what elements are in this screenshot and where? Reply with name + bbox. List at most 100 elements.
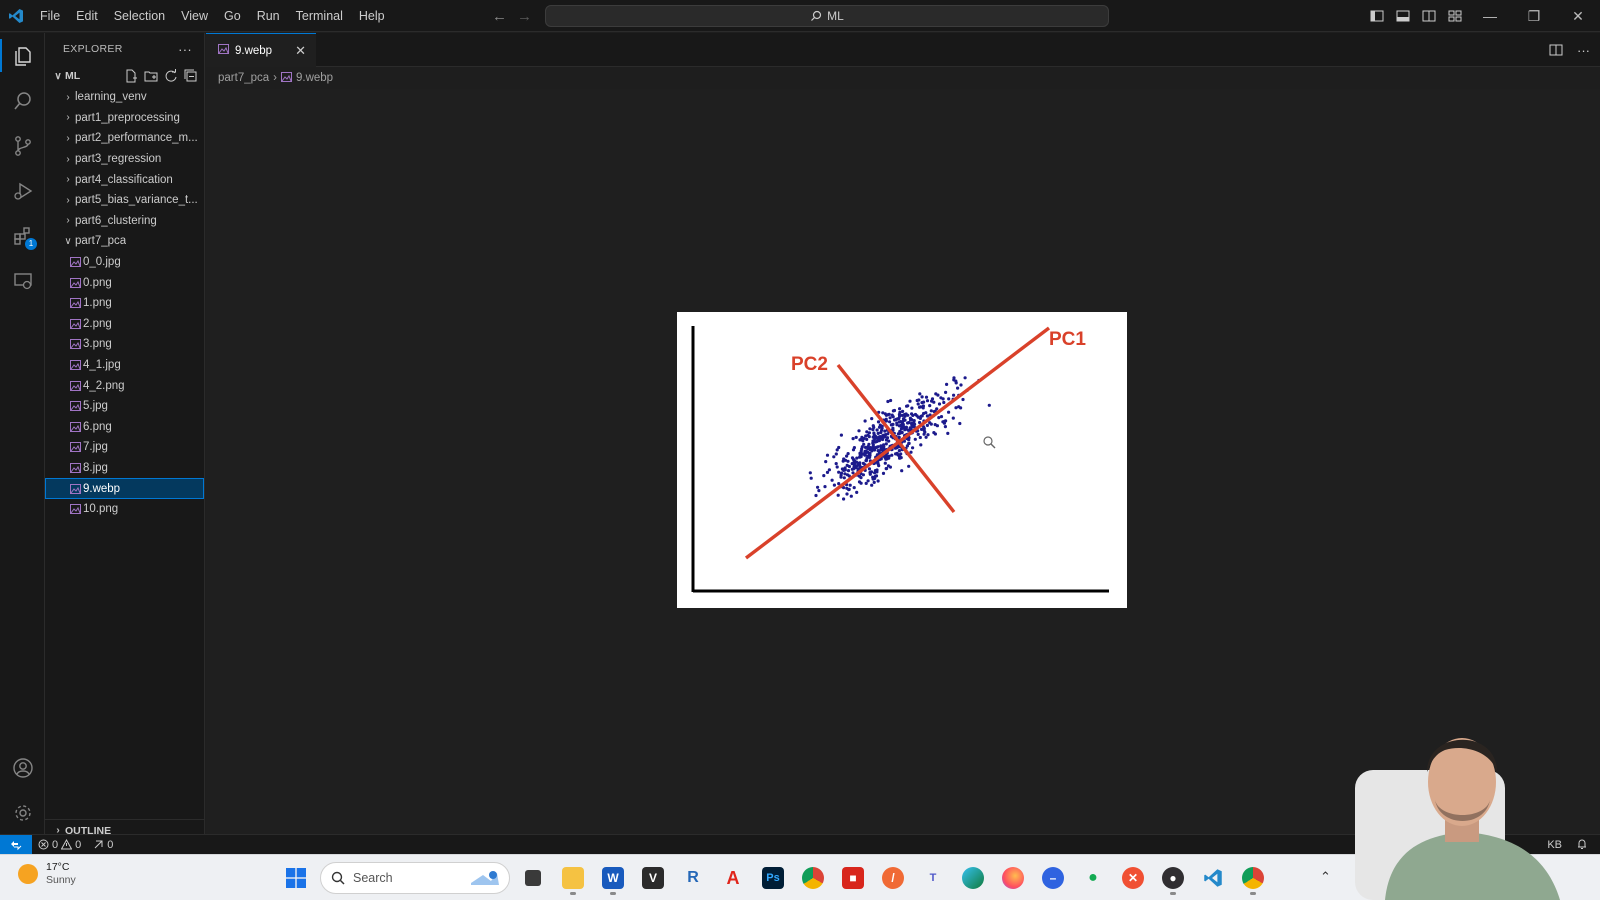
windows-start-icon[interactable]: [278, 860, 314, 896]
menu-file[interactable]: File: [40, 8, 61, 23]
image-preview[interactable]: PC1 PC2: [677, 312, 1127, 608]
file-item[interactable]: 7.jpg: [45, 437, 204, 458]
breadcrumb-folder[interactable]: part7_pca: [218, 72, 270, 84]
problems-status[interactable]: 0 0: [32, 839, 87, 851]
new-file-icon[interactable]: [124, 69, 138, 83]
chrome-icon[interactable]: [796, 860, 830, 896]
firefox-icon[interactable]: [996, 860, 1030, 896]
scatter-point: [842, 497, 846, 501]
menu-help[interactable]: Help: [358, 8, 385, 23]
toggle-secondary-sidebar-icon[interactable]: [1416, 0, 1442, 32]
folder-item-open[interactable]: ∨ part7_pca: [45, 231, 204, 252]
file-explorer-icon[interactable]: [556, 860, 590, 896]
folder-item[interactable]: › part3_regression: [45, 149, 204, 170]
file-item[interactable]: 5.jpg: [45, 396, 204, 417]
edge-icon[interactable]: [956, 860, 990, 896]
image-file-icon: [67, 277, 83, 288]
menu-edit[interactable]: Edit: [76, 8, 98, 23]
remote-explorer-icon[interactable]: [0, 258, 45, 303]
collapse-all-icon[interactable]: [184, 69, 198, 83]
breadcrumb-file[interactable]: 9.webp: [296, 72, 334, 84]
outline-section[interactable]: › OUTLINE: [45, 819, 205, 841]
tray-overflow-chevron-icon[interactable]: ⌃: [1320, 869, 1331, 884]
split-editor-icon[interactable]: [1549, 43, 1563, 57]
more-actions-icon[interactable]: ···: [1577, 42, 1590, 58]
command-center[interactable]: ML: [545, 5, 1109, 27]
remote-indicator-icon[interactable]: [0, 834, 32, 855]
folder-item[interactable]: › learning_venv: [45, 87, 204, 108]
notifications-bell-icon[interactable]: [1576, 838, 1588, 853]
file-item[interactable]: 2.png: [45, 314, 204, 335]
file-item[interactable]: 6.png: [45, 417, 204, 438]
chrome-dev-icon[interactable]: [1236, 860, 1270, 896]
run-debug-icon[interactable]: [0, 168, 45, 213]
taskbar-search-box[interactable]: Search: [320, 862, 510, 894]
minus-app-icon[interactable]: –: [1036, 860, 1070, 896]
git-app-icon[interactable]: ✕: [1116, 860, 1150, 896]
scatter-point: [918, 420, 922, 425]
forward-arrow-icon[interactable]: →: [517, 7, 532, 25]
folder-item[interactable]: › part2_performance_m...: [45, 128, 204, 149]
photoshop-icon[interactable]: Ps: [756, 860, 790, 896]
file-item[interactable]: 1.png: [45, 293, 204, 314]
extensions-icon[interactable]: 1: [0, 213, 45, 258]
refresh-icon[interactable]: [164, 69, 178, 83]
source-control-icon[interactable]: [0, 123, 45, 168]
more-actions-icon[interactable]: ···: [178, 41, 192, 57]
teams-icon[interactable]: T: [916, 860, 950, 896]
vivaldi-icon[interactable]: V: [636, 860, 670, 896]
weather-widget[interactable]: 17°C Sunny: [18, 861, 76, 887]
acrobat-icon[interactable]: A: [726, 867, 740, 888]
file-item[interactable]: 4_2.png: [45, 375, 204, 396]
explorer-icon[interactable]: [0, 33, 45, 78]
menu-run[interactable]: Run: [256, 8, 280, 23]
scatter-point: [925, 414, 929, 418]
explorer-title: EXPLORER: [63, 43, 123, 55]
mongodb-icon[interactable]: ●: [1088, 869, 1098, 886]
folder-item[interactable]: › part1_preprocessing: [45, 108, 204, 129]
menu-view[interactable]: View: [181, 8, 209, 23]
toggle-primary-sidebar-icon[interactable]: [1364, 0, 1390, 32]
vscode-taskbar-icon[interactable]: [1196, 860, 1230, 896]
folder-item[interactable]: › part4_classification: [45, 169, 204, 190]
r-icon[interactable]: R: [687, 869, 699, 886]
new-folder-icon[interactable]: [144, 69, 158, 83]
menu-selection[interactable]: Selection: [113, 8, 166, 23]
obs-icon[interactable]: ●: [1156, 860, 1190, 896]
file-item[interactable]: 0.png: [45, 272, 204, 293]
task-view-icon[interactable]: [516, 860, 550, 896]
menu-terminal[interactable]: Terminal: [295, 8, 343, 23]
minimize-window-icon[interactable]: —: [1483, 8, 1497, 24]
restore-window-icon[interactable]: ❐: [1527, 7, 1541, 24]
accounts-icon[interactable]: [0, 745, 45, 790]
file-item[interactable]: 3.png: [45, 334, 204, 355]
workspace-root[interactable]: ∨ ML: [45, 65, 204, 87]
file-item[interactable]: 10.png: [45, 499, 204, 520]
slash-app-icon[interactable]: /: [876, 860, 910, 896]
file-item-selected[interactable]: 9.webp: [45, 478, 204, 499]
file-item[interactable]: 8.jpg: [45, 458, 204, 479]
breadcrumb: part7_pca › 9.webp: [218, 68, 333, 88]
back-arrow-icon[interactable]: ←: [492, 7, 507, 25]
menu-go[interactable]: Go: [224, 8, 241, 23]
file-item[interactable]: 0_0.jpg: [45, 252, 204, 273]
scatter-point: [915, 414, 919, 418]
file-item[interactable]: 4_1.jpg: [45, 355, 204, 376]
scatter-point: [871, 445, 875, 449]
folder-item[interactable]: › part6_clustering: [45, 211, 204, 232]
scatter-point: [937, 416, 941, 420]
close-window-icon[interactable]: ✕: [1572, 7, 1584, 24]
search-sidebar-icon[interactable]: [0, 78, 45, 123]
word-icon[interactable]: W: [596, 860, 630, 896]
scatter-point: [864, 451, 868, 455]
toggle-panel-icon[interactable]: [1390, 0, 1416, 32]
close-tab-icon[interactable]: ✕: [295, 42, 306, 58]
ports-status[interactable]: 0: [87, 839, 119, 851]
tab-9-webp[interactable]: 9.webp ✕: [206, 33, 316, 67]
pdf-reader-icon[interactable]: ■: [836, 860, 870, 896]
scatter-point: [906, 421, 910, 425]
settings-gear-icon[interactable]: [0, 790, 45, 835]
folder-item[interactable]: › part5_bias_variance_t...: [45, 190, 204, 211]
customize-layout-icon[interactable]: [1442, 0, 1468, 32]
image-size-status[interactable]: KB: [1547, 839, 1562, 851]
